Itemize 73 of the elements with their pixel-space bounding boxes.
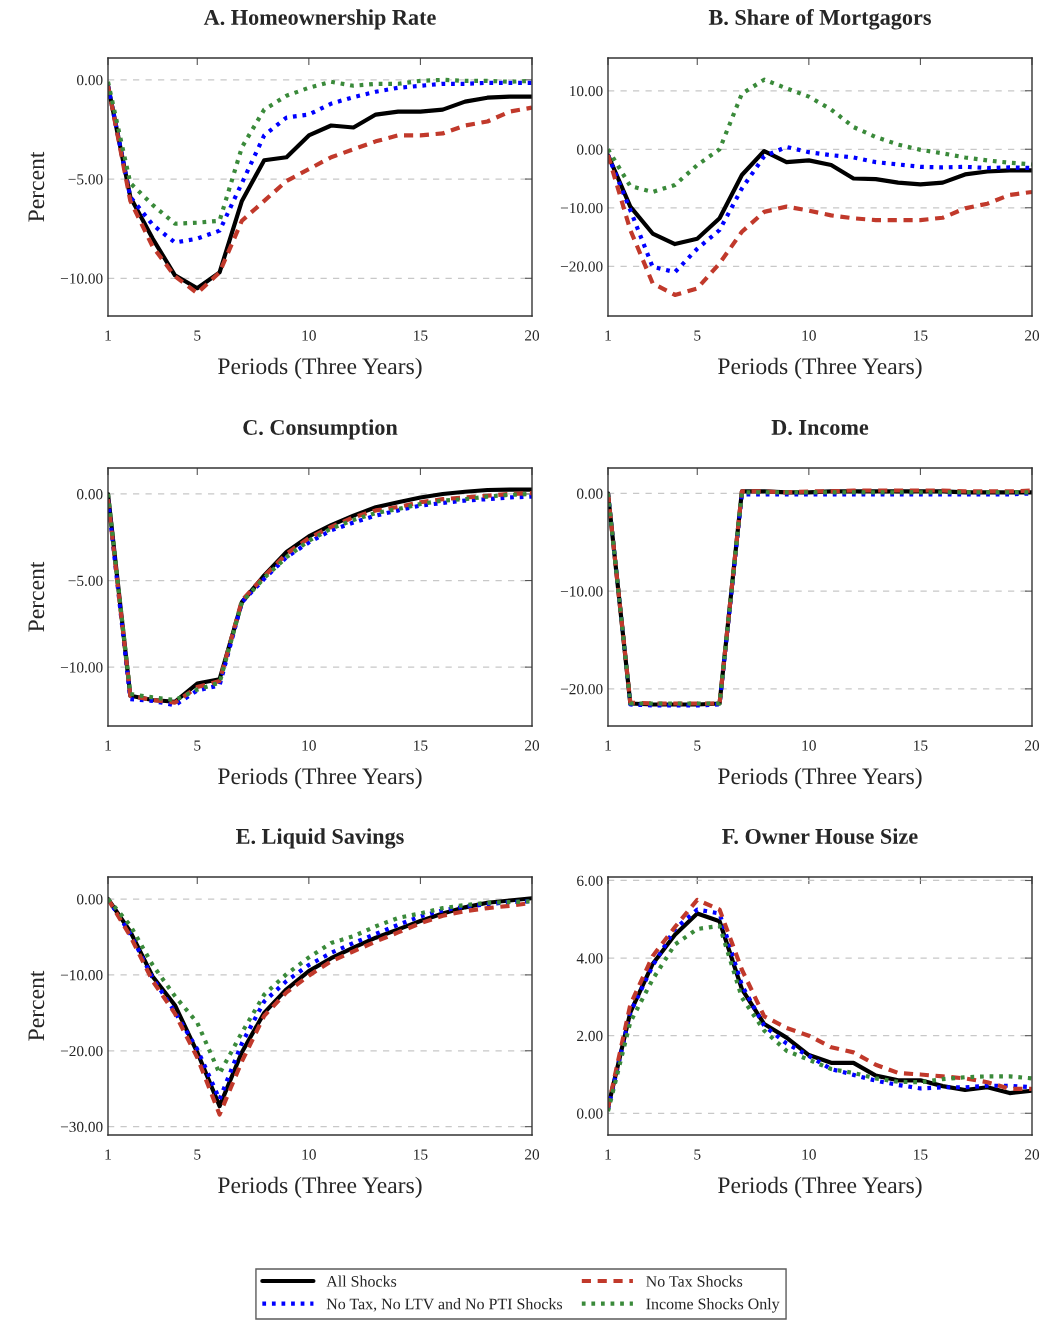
y-tick-label: 10.00 [570,85,603,97]
x-tick-label: 15 [914,330,928,341]
y-tick-label: 0.00 [76,74,103,86]
legend-label: All Shocks [326,1275,397,1287]
y-tick-label: −10.00 [560,202,603,214]
x-axis-title: Periods (Three Years) [718,357,922,380]
y-tick-label: 0.00 [576,1108,603,1119]
x-tick-label: 1 [105,740,111,751]
chart-title: B. Share of Mortgagors [708,9,931,30]
y-tick-label: −20.00 [560,684,603,695]
x-tick-label: 10 [302,330,316,341]
x-tick-label: 1 [105,330,111,341]
y-tick-label: 0.00 [576,488,603,499]
x-tick-label: 15 [414,740,428,751]
x-axis-title: Periods (Three Years) [218,1176,422,1199]
x-tick-label: 5 [694,740,701,751]
x-tick-label: 15 [414,1149,428,1160]
x-tick-label: 5 [694,330,701,341]
y-tick-label: −10.00 [60,662,103,673]
y-axis-title: Percent [28,151,45,222]
x-axis-title: Periods (Three Years) [718,1176,922,1199]
x-tick-label: 5 [194,740,201,751]
x-tick-label: 15 [414,330,428,341]
x-tick-label: 1 [605,740,611,751]
y-tick-label: 0.00 [76,489,103,500]
y-tick-label: −20.00 [560,261,603,272]
y-tick-label: −20.00 [60,1045,103,1057]
x-tick-label: 5 [194,1149,201,1160]
x-tick-label: 1 [105,1149,111,1160]
line-series [608,153,1032,298]
chart-title: F. Owner House Size [722,828,918,844]
chart-title: D. Income [771,420,869,435]
chart-title: A. Homeownership Rate [203,9,436,30]
x-tick-label: 20 [1025,1149,1040,1160]
legend-label: No Tax, No LTV and No PTI Shocks [326,1298,563,1312]
y-tick-label: 2.00 [577,1030,603,1042]
x-axis-title: Periods (Three Years) [218,357,422,380]
y-tick-label: −5.00 [68,174,103,185]
x-axis-title: Periods (Three Years) [718,767,922,790]
x-axis-title: Periods (Three Years) [218,767,422,790]
y-tick-label: 6.00 [577,875,603,887]
y-axis-title: Percent [28,970,45,1041]
x-tick-label: 15 [914,1149,928,1160]
x-tick-label: 20 [525,1149,540,1160]
x-tick-label: 10 [302,1149,316,1160]
legend-label: Income Shocks Only [646,1298,780,1313]
y-axis-title: Percent [28,561,45,632]
line-series [608,144,1032,275]
x-tick-label: 20 [1025,740,1040,751]
y-tick-label: −5.00 [68,575,103,587]
legend-label: No Tax Shocks [646,1275,743,1287]
x-tick-label: 1 [605,330,611,341]
x-tick-label: 20 [525,740,540,751]
y-tick-label: −10.00 [60,970,103,981]
x-tick-label: 5 [194,330,201,341]
x-tick-label: 15 [914,740,928,751]
x-tick-label: 10 [302,740,316,751]
y-tick-label: 0.00 [76,894,103,905]
y-tick-label: −30.00 [60,1121,103,1133]
y-tick-label: −10.00 [60,273,103,284]
chart-title: C. Consumption [243,419,398,440]
x-tick-label: 5 [694,1149,701,1160]
y-tick-label: −10.00 [560,586,603,597]
y-tick-label: 0.00 [576,144,603,155]
x-tick-label: 1 [605,1149,611,1160]
y-tick-label: 4.00 [576,953,603,964]
x-tick-label: 20 [1025,330,1040,341]
x-tick-label: 10 [802,1149,816,1160]
chart-title: E. Liquid Savings [236,828,404,849]
line-series [608,148,1032,247]
x-tick-label: 10 [802,740,816,751]
x-tick-label: 20 [525,330,540,341]
x-tick-label: 10 [802,330,816,341]
